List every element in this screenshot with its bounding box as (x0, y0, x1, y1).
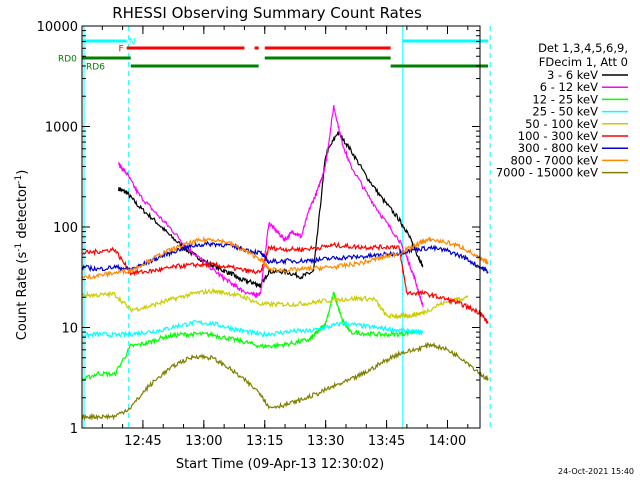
y-tick-label-2: 10 (61, 322, 78, 337)
x-axis-label: Start Time (09-Apr-13 12:30:02) (176, 457, 384, 472)
series-lines (81, 105, 489, 421)
y-axis-label: Count Rate (s-1 detector-1) (14, 170, 30, 341)
x-tick-label-6: 14:00 (429, 434, 466, 449)
x-tick-label-2: 13:00 (185, 434, 222, 449)
legend-label-5: 50 - 100 keV (525, 117, 598, 131)
axes (81, 25, 481, 429)
legend-label-4: 25 - 50 keV (532, 105, 598, 119)
flag-label-rd0: RD0 (58, 55, 77, 65)
y-tick-label-3: 100 (53, 221, 78, 236)
legend-label-2: 6 - 12 keV (540, 80, 598, 94)
chart-title: RHESSI Observing Summary Count Rates (112, 4, 422, 22)
legend: Det 1,3,4,5,6,9, FDecim 1, Att 0 3 - 6 k… (496, 41, 628, 180)
legend-header-line-2: FDecim 1, Att 0 (539, 55, 628, 69)
legend-label-8: 800 - 7000 keV (510, 153, 598, 167)
series-line-4 (81, 319, 424, 339)
y-tick-label-4: 1000 (45, 121, 78, 136)
legend-label-1: 3 - 6 keV (547, 68, 598, 82)
legend-label-3: 12 - 25 keV (532, 92, 598, 106)
legend-header-line-1: Det 1,3,4,5,6,9, (538, 41, 628, 55)
y-axis-label-sup1: -1 (14, 243, 24, 252)
series-line-9 (81, 341, 489, 421)
flag-label-n: N (129, 38, 136, 48)
legend-label-7: 300 - 800 keV (518, 141, 598, 155)
x-tick-label-3: 13:15 (246, 434, 283, 449)
tick-labels: 1 10 100 1000 10000 12:45 13:00 13:15 13:30 13:45… (37, 20, 467, 449)
y-axis-label-main: Count Rate (s (15, 252, 30, 341)
series-line-6 (81, 241, 489, 324)
series-line-5 (81, 287, 469, 321)
legend-label-9: 7000 - 15000 keV (496, 166, 598, 180)
series-line-7 (81, 240, 489, 274)
x-tick-label-5: 13:45 (368, 434, 405, 449)
flag-bars: NF RD0 RD6 (58, 38, 489, 73)
y-axis-label-mid: detector (15, 183, 30, 243)
flag-label-rd6: RD6 (86, 63, 105, 73)
y-tick-label-5: 10000 (37, 20, 78, 35)
series-line-1 (118, 130, 424, 289)
legend-label-6: 100 - 300 keV (518, 129, 598, 143)
footer-timestamp: 24-Oct-2021 15:40 (558, 467, 634, 476)
flag-label-f: F (119, 45, 124, 55)
series-line-3 (81, 291, 416, 382)
x-tick-label-4: 13:30 (307, 434, 344, 449)
series-line-8 (81, 235, 489, 280)
y-tick-label-1: 1 (70, 422, 78, 437)
x-tick-label-1: 12:45 (124, 434, 161, 449)
y-axis-label-end: ) (15, 170, 30, 175)
series-line-2 (118, 105, 424, 308)
y-axis-label-sup2: -1 (14, 175, 24, 184)
